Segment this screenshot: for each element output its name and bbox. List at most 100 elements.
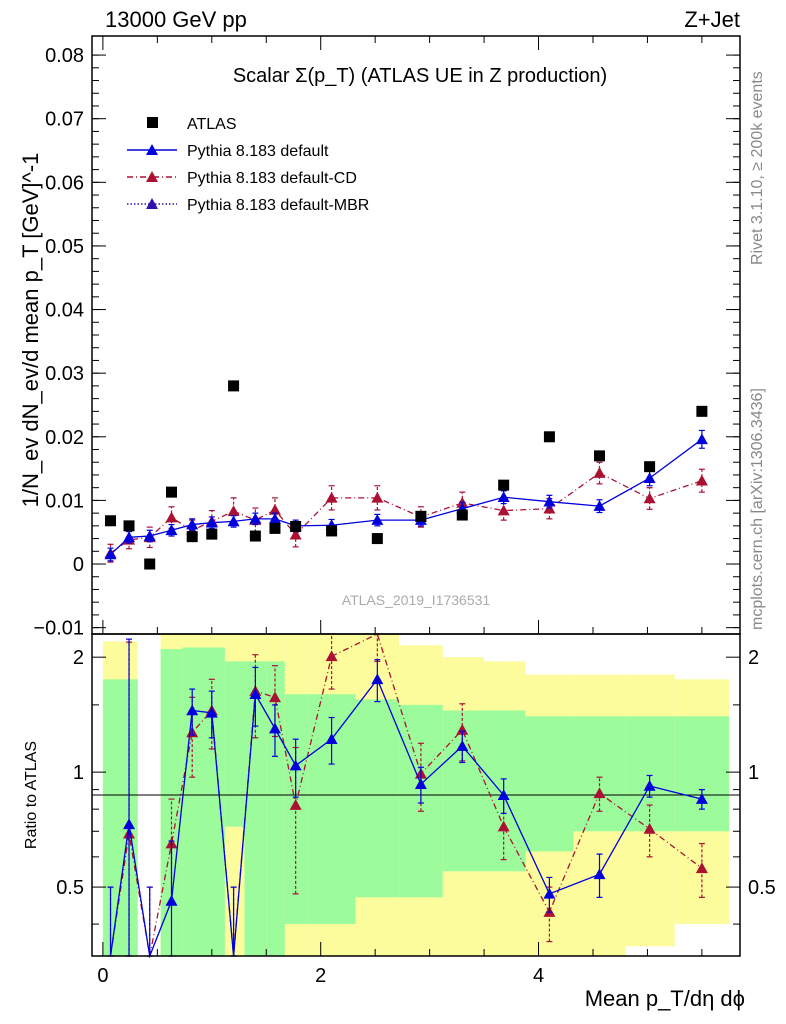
data-marks [104, 380, 708, 959]
ratio-point-default [371, 673, 384, 685]
y-axis-label: 1/N_ev dN_ev/d mean p_T [GeV]^-1 [18, 153, 43, 508]
point-atlas [123, 520, 135, 532]
point-atlas [144, 558, 156, 570]
band-green [573, 716, 626, 832]
point-atlas [105, 515, 117, 527]
point-cd [325, 491, 338, 503]
point-atlas [186, 531, 198, 543]
point-cd [227, 505, 240, 517]
band-green [182, 647, 202, 956]
ratio-bands [102, 634, 730, 956]
x-tick-label: 2 [315, 965, 326, 987]
point-atlas [249, 530, 261, 542]
legend-marker-mbr [146, 198, 158, 209]
legend-marker-atlas [147, 117, 158, 128]
point-default [104, 548, 117, 560]
ratio-point-default [268, 722, 281, 734]
point-cd [165, 511, 178, 523]
ratio-point-default [289, 759, 302, 771]
point-default [695, 433, 708, 445]
ratio-point-default [186, 704, 199, 716]
ratio-tick-label-left: 0.5 [56, 877, 84, 899]
axes-and-ticks: −0.01 0 0.01 0.02 0.03 0.04 0.05 0.06 0.07 0.08 0 2… [33, 36, 776, 987]
legend-label-mbr: Pythia 8.183 default-MBR [187, 197, 369, 214]
y-tick-label: 0.03 [45, 363, 84, 385]
point-default [643, 472, 656, 483]
point-atlas [290, 520, 302, 532]
point-default [593, 500, 606, 511]
point-atlas [415, 510, 427, 522]
ratio-point-default [249, 688, 262, 699]
point-atlas [543, 431, 555, 443]
legend: ATLAS Pythia 8.183 default Pythia 8.183 … [127, 116, 369, 214]
band-green [625, 716, 675, 832]
point-default [543, 495, 556, 507]
point-default [165, 524, 178, 536]
point-cd [289, 528, 302, 540]
point-atlas [371, 533, 383, 545]
legend-marker-cd [146, 171, 158, 182]
ratio-point-default [123, 818, 136, 830]
ratio-point-default [543, 887, 556, 899]
legend-label-default: Pythia 8.183 default [187, 143, 329, 160]
ratio-point-default [497, 789, 510, 801]
y-tick-label: 0.02 [45, 427, 84, 449]
x-axis-label: Mean p_T/dη dϕ [585, 986, 745, 1011]
legend-label-atlas: ATLAS [187, 116, 237, 133]
band-green [224, 661, 245, 827]
ratio-point-cd [289, 799, 302, 810]
point-cd [643, 492, 656, 504]
y-tick-label: 0.07 [45, 109, 84, 131]
side-label-mcplots: mcplots.cern.ch [arXiv:1306.3436] [749, 388, 766, 630]
ratio-tick-label-right: 1 [748, 762, 759, 784]
ratio-tick-label-left: 1 [73, 762, 84, 784]
point-default [371, 514, 384, 525]
legend-label-cd: Pythia 8.183 default-CD [187, 170, 357, 187]
point-default [186, 518, 199, 530]
ratio-point-cd [643, 822, 656, 834]
y-tick-label: 0.01 [45, 490, 84, 512]
band-green [442, 710, 485, 872]
watermark: ATLAS_2019_I1736531 [342, 592, 491, 608]
header-process: Z+Jet [684, 7, 740, 32]
ratio-point-cd [268, 691, 281, 703]
legend-marker-default [146, 144, 158, 155]
y-tick-label: 0.08 [45, 45, 84, 67]
point-cd [371, 491, 384, 503]
point-atlas [326, 525, 338, 537]
ratio-tick-label-right: 2 [748, 647, 759, 669]
ratio-point-default [456, 740, 469, 751]
band-green [674, 716, 730, 832]
ratio-point-default [695, 793, 708, 804]
band-green [102, 679, 122, 956]
point-cd [268, 503, 281, 515]
ratio-point-cd [325, 650, 338, 662]
ratio-point-default [205, 706, 218, 718]
point-atlas [228, 380, 240, 392]
chart-title: Scalar Σ(p_T) (ATLAS UE in Z production) [233, 65, 607, 87]
band-green [266, 661, 285, 956]
header-energy: 13000 GeV pp [105, 7, 247, 32]
x-tick-label: 4 [533, 965, 544, 987]
y-tick-label: 0.06 [45, 172, 84, 194]
point-default [123, 531, 136, 543]
ratio-point-default [593, 868, 606, 880]
point-atlas [456, 509, 468, 521]
band-green [244, 661, 267, 956]
point-default [143, 530, 156, 541]
ratio-point-cd [497, 820, 510, 832]
point-atlas [696, 405, 708, 417]
band-green [355, 699, 400, 898]
band-green [201, 647, 225, 956]
ratio-plot-frame [91, 633, 741, 957]
ratio-point-cd [695, 862, 708, 874]
side-label-rivet: Rivet 3.1.10, ≥ 200k events [749, 71, 766, 265]
ratio-point-cd [456, 723, 469, 735]
point-cd [593, 467, 606, 478]
point-atlas [206, 528, 218, 540]
point-atlas [498, 479, 510, 491]
ratio-point-default [414, 778, 427, 789]
y-tick-label: 0.04 [45, 300, 84, 322]
point-cd [695, 474, 708, 486]
